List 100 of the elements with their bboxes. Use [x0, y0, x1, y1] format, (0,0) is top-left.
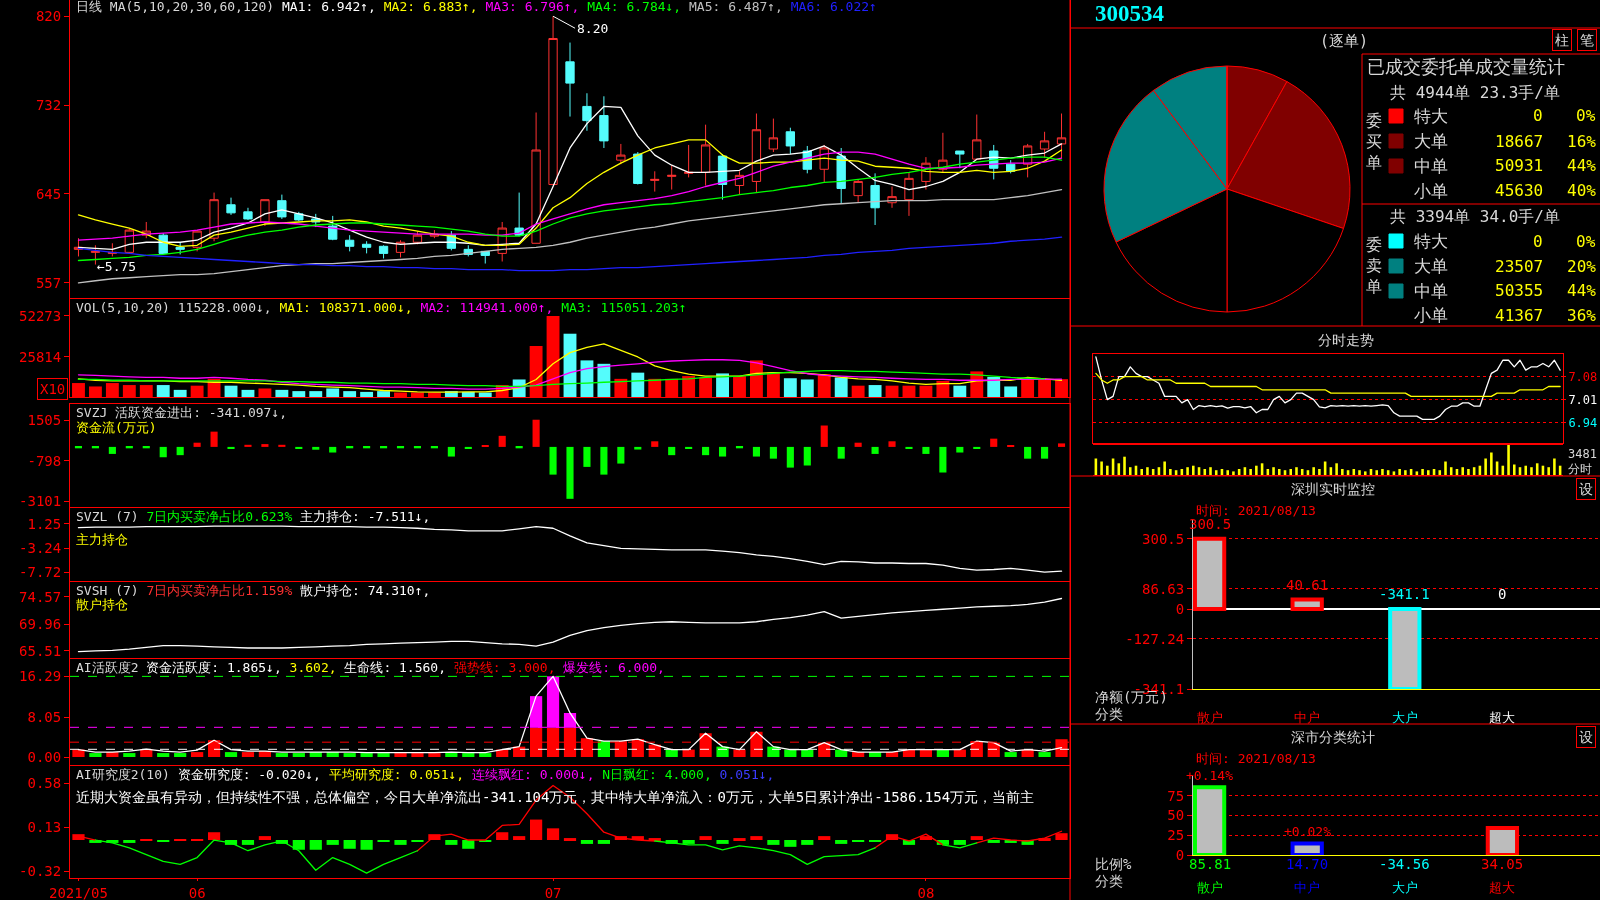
annotation: ←5.75	[97, 259, 137, 274]
text: 共 4944单 23.3手/单	[1390, 83, 1560, 102]
chart-title: AI活跃度2	[76, 660, 139, 675]
y-tick-label: 0	[1175, 600, 1185, 617]
annotation: 生命线: 1.560,	[344, 660, 447, 675]
text: MA4: 6.784↓,	[587, 0, 682, 14]
text: 共 3394单 34.0手/单	[1390, 207, 1560, 226]
chart-title: SVZL (7)	[76, 509, 139, 524]
text: 45630	[1495, 181, 1544, 200]
y-tick-label: 65.51	[19, 642, 62, 659]
chart-title: AI研究度2(10)	[76, 767, 170, 782]
y-tick-label: 7.08	[1568, 369, 1598, 384]
text: -34.56	[1379, 856, 1430, 872]
text: MA1: 108371.000↓,	[279, 300, 413, 315]
text: 41367	[1495, 306, 1544, 325]
y-tick-label: 300.5	[1142, 530, 1185, 547]
y-tick-label: -3.24	[19, 539, 62, 556]
x-tick-label: 散户	[1196, 879, 1223, 895]
y-tick-label: -798	[27, 452, 62, 469]
y-tick-label: 557	[35, 274, 62, 291]
text: 柱	[1555, 32, 1569, 48]
y-tick-label: 1.25	[27, 515, 62, 532]
text: 50355	[1495, 281, 1544, 300]
annotation: 115228.000↓,	[177, 300, 272, 315]
x-tick-label: 大户	[1391, 879, 1418, 895]
text: 散户持仓	[76, 597, 128, 612]
x-axis-title: 分类	[1095, 706, 1123, 722]
legend-label: 特大	[1414, 106, 1448, 126]
text: 主力持仓	[76, 532, 128, 547]
text: 散户持仓: 74.310↑,	[300, 583, 431, 598]
chart-title: 深圳实时监控	[1291, 481, 1375, 497]
text: 委买单	[1366, 111, 1382, 172]
text: 3481	[1568, 447, 1597, 461]
x-axis-title: 分类	[1095, 873, 1123, 889]
annotation: 7日内买卖净占比0.623%	[146, 509, 293, 524]
x-tick-label: 06	[188, 884, 206, 900]
x-tick-label: 中户	[1294, 879, 1321, 895]
text: 16%	[1567, 132, 1597, 151]
y-tick-label: 732	[35, 97, 62, 114]
y-tick-label: 50	[1167, 807, 1185, 824]
y-tick-label: 1505	[27, 412, 62, 429]
y-tick-label: 86.63	[1142, 580, 1185, 597]
y-tick-label: 0.13	[27, 819, 62, 836]
y-tick-label: 6.94	[1568, 415, 1598, 430]
legend-label: 中单	[1414, 156, 1448, 176]
annotation: 连续飘红: 0.000↓,	[472, 767, 595, 782]
y-tick-label: 7.01	[1568, 392, 1598, 407]
y-tick-label: 0	[1175, 846, 1185, 863]
chart-title: SVSH (7)	[76, 583, 139, 598]
text: 笔	[1580, 32, 1594, 48]
y-axis-title: 比例%	[1095, 856, 1132, 872]
y-tick-label: 25	[1167, 827, 1185, 844]
chart-title: 日线 MA(5,10,20,30,60,120)	[76, 0, 275, 14]
chart-title: VOL(5,10,20)	[76, 300, 170, 315]
text: 分时	[1568, 462, 1592, 476]
text: 20%	[1567, 257, 1597, 276]
chart-title: 分时走势	[1318, 332, 1374, 348]
x-tick-label: 07	[544, 884, 562, 900]
annotation: 8.20	[577, 21, 609, 36]
x-tick-label: 超大	[1489, 879, 1516, 895]
text: 44%	[1567, 156, 1597, 175]
chart-subtitle: (逐单)	[1320, 32, 1369, 50]
x-tick-label: 2021/05	[48, 884, 108, 900]
y-tick-label: 74.57	[19, 588, 62, 605]
text: 18667	[1495, 132, 1544, 151]
chart-title: 深市分类统计	[1291, 729, 1375, 745]
text: 0%	[1576, 106, 1596, 125]
data-label: 85.81	[1189, 856, 1232, 872]
data-label: -341.1	[1379, 586, 1430, 602]
legend-label: 大单	[1414, 131, 1448, 151]
text: 小单	[1414, 305, 1448, 325]
x-tick-label: 中户	[1294, 709, 1321, 725]
annotation: 0.051↓,	[719, 767, 775, 782]
x-tick-label: 超大	[1489, 709, 1516, 725]
y-tick-label: 645	[35, 185, 62, 202]
text: MA1: 6.942↑,	[282, 0, 376, 14]
text: 已成交委托单成交量统计	[1367, 56, 1565, 77]
y-tick-label: 25814	[19, 348, 62, 365]
data-label: 34.05	[1481, 856, 1524, 872]
y-tick-label: -0.32	[19, 863, 62, 880]
text: 50931	[1495, 156, 1544, 175]
y-tick-label: 8.05	[27, 709, 62, 726]
ref-line-label: 强势线: 3.000,	[453, 660, 556, 675]
y-tick-label: 0.00	[27, 748, 62, 765]
annotation: 资金研究度: -0.020↓,	[177, 767, 321, 782]
series-label: 主力持仓: -7.511↓,	[300, 509, 431, 524]
data-label: 0	[1498, 586, 1507, 602]
text: 设	[1579, 481, 1593, 497]
text: 资金流(万元)	[76, 420, 157, 435]
text: MA2: 114941.000↑,	[420, 300, 554, 315]
data-label: 14.70	[1286, 856, 1329, 872]
y-tick-label: 16.29	[19, 668, 62, 685]
text: 44%	[1567, 281, 1597, 300]
legend-label: 中单	[1414, 281, 1448, 301]
y-tick-label: -7.72	[19, 564, 62, 581]
legend-label: 特大	[1414, 231, 1448, 251]
annotation: 3.602,	[289, 660, 337, 675]
y-tick-label: 0.58	[27, 775, 62, 792]
text: 23507	[1495, 257, 1544, 276]
ref-line-label: 爆发线: 6.000,	[563, 660, 665, 675]
